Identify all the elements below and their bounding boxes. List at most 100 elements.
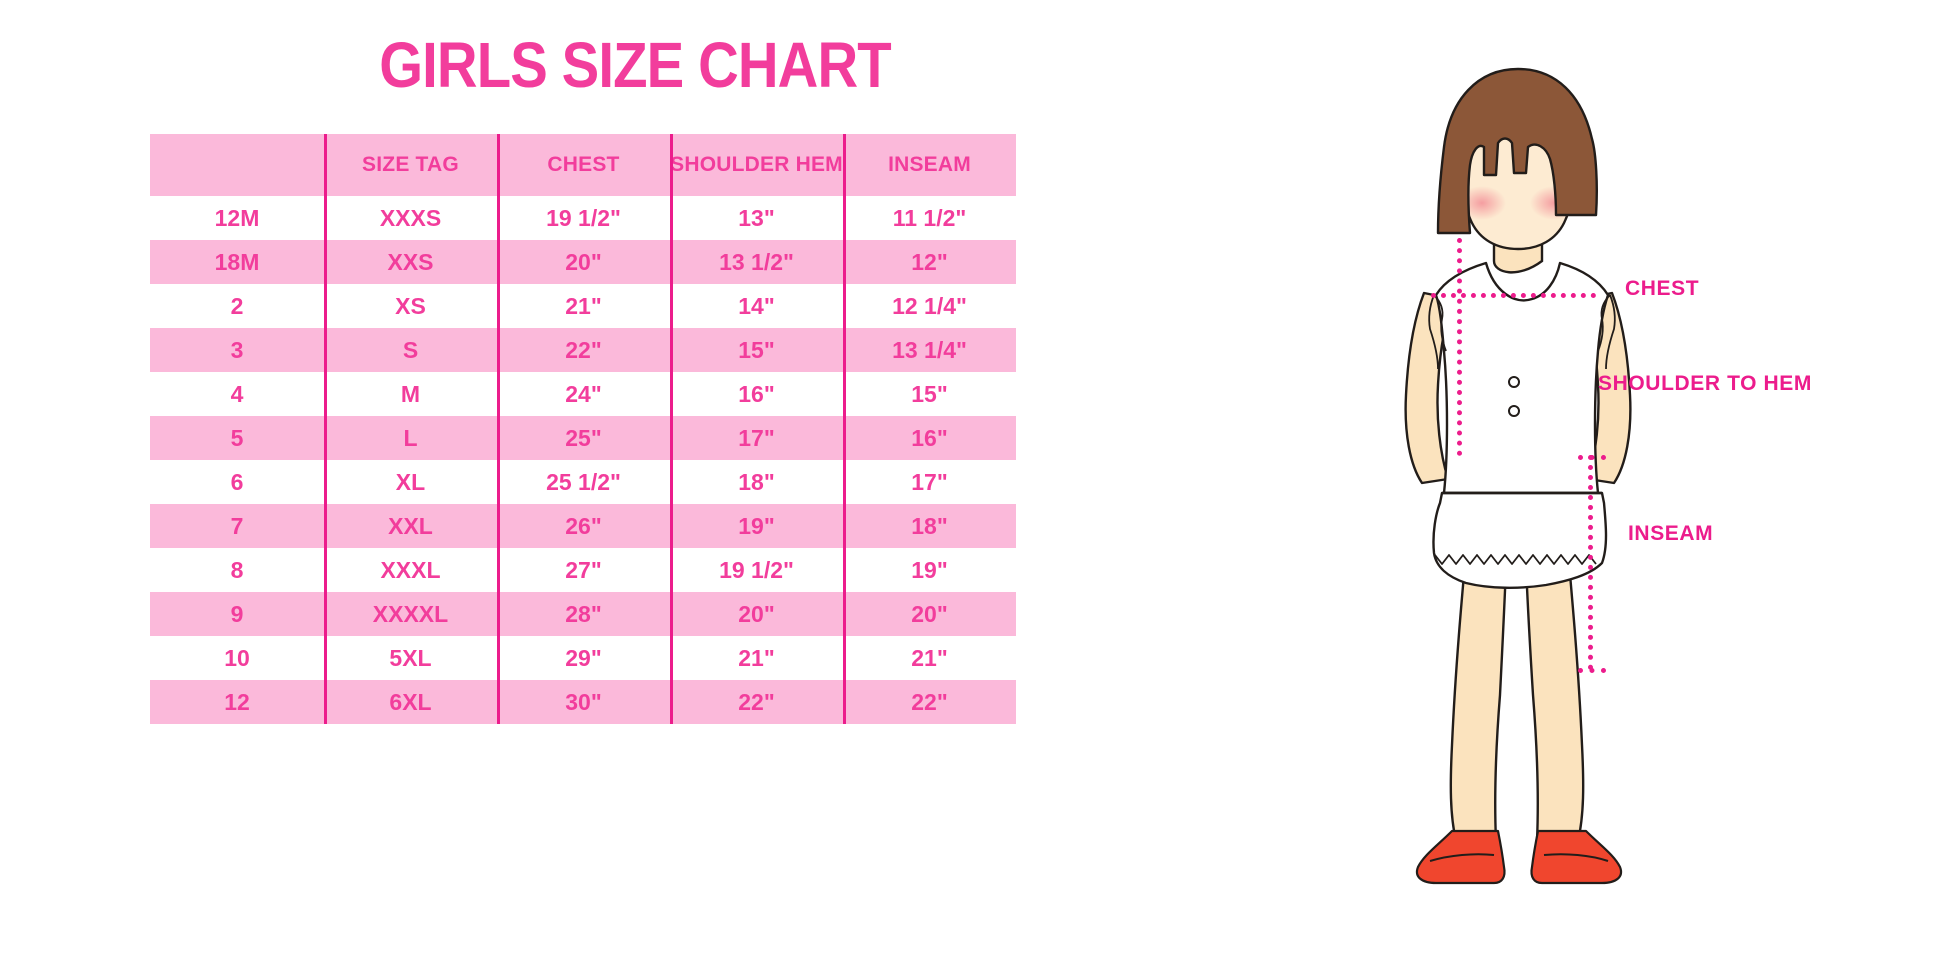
cell-size: 12M: [150, 196, 324, 240]
table-row: 4 M 24" 16" 15": [150, 372, 1016, 416]
cell-chest: 26": [497, 504, 670, 548]
measurement-label-inseam: INSEAM: [1628, 522, 1714, 545]
cell-inseam: 16": [843, 416, 1016, 460]
cell-shoulder-hem: 15": [670, 328, 843, 372]
cell-shoulder-hem: 22": [670, 680, 843, 724]
chest-guide-vertical: [1457, 238, 1462, 456]
cell-shoulder-hem: 19 1/2": [670, 548, 843, 592]
size-chart-table: SIZE TAG CHEST SHOULDER HEM INSEAM 12M X…: [150, 134, 1016, 724]
cell-chest: 27": [497, 548, 670, 592]
page-title: GIRLS SIZE CHART: [379, 29, 891, 101]
cell-chest: 30": [497, 680, 670, 724]
table-row: 6 XL 25 1/2" 18" 17": [150, 460, 1016, 504]
cell-size: 5: [150, 416, 324, 460]
table-row: 12 6XL 30" 22" 22": [150, 680, 1016, 724]
measurement-label-shoulder-to-hem: SHOULDER TO HEM: [1598, 372, 1812, 395]
cell-size: 8: [150, 548, 324, 592]
cell-size: 4: [150, 372, 324, 416]
cell-size-tag: S: [324, 328, 497, 372]
table-row: 2 XS 21" 14" 12 1/4": [150, 284, 1016, 328]
column-header-inseam: INSEAM: [843, 134, 1016, 196]
skirt: [1432, 491, 1608, 589]
cell-size: 9: [150, 592, 324, 636]
cell-chest: 25": [497, 416, 670, 460]
cell-inseam: 17": [843, 460, 1016, 504]
cell-inseam: 12 1/4": [843, 284, 1016, 328]
cell-size-tag: L: [324, 416, 497, 460]
cell-inseam: 15": [843, 372, 1016, 416]
cell-shoulder-hem: 21": [670, 636, 843, 680]
cell-shoulder-hem: 14": [670, 284, 843, 328]
cell-inseam: 19": [843, 548, 1016, 592]
table-row: 7 XXL 26" 19" 18": [150, 504, 1016, 548]
column-header-shoulder-hem: SHOULDER HEM: [670, 134, 843, 196]
cell-inseam: 22": [843, 680, 1016, 724]
table-row: 5 L 25" 17" 16": [150, 416, 1016, 460]
table-row: 12M XXXS 19 1/2" 13" 11 1/2": [150, 196, 1016, 240]
cell-size: 6: [150, 460, 324, 504]
cell-inseam: 12": [843, 240, 1016, 284]
cell-inseam: 11 1/2": [843, 196, 1016, 240]
cell-size: 18M: [150, 240, 324, 284]
cell-shoulder-hem: 20": [670, 592, 843, 636]
girl-illustration: [1390, 55, 1650, 885]
cell-shoulder-hem: 18": [670, 460, 843, 504]
chest-guide-horizontal: [1431, 293, 1596, 298]
table-body: 12M XXXS 19 1/2" 13" 11 1/2" 18M XXS 20"…: [150, 196, 1016, 724]
cell-size-tag: M: [324, 372, 497, 416]
table-row: 3 S 22" 15" 13 1/4": [150, 328, 1016, 372]
cell-size: 10: [150, 636, 324, 680]
button-icon: [1508, 376, 1520, 388]
table-header-row: SIZE TAG CHEST SHOULDER HEM INSEAM: [150, 134, 1016, 196]
cell-chest: 29": [497, 636, 670, 680]
cell-shoulder-hem: 19": [670, 504, 843, 548]
blouse: [1434, 261, 1610, 495]
cell-size-tag: 6XL: [324, 680, 497, 724]
cell-chest: 28": [497, 592, 670, 636]
column-divider: [497, 134, 500, 724]
table-row: 10 5XL 29" 21" 21": [150, 636, 1016, 680]
column-header-size-tag: SIZE TAG: [324, 134, 497, 196]
table-row: 8 XXXL 27" 19 1/2" 19": [150, 548, 1016, 592]
cell-chest: 22": [497, 328, 670, 372]
table-header: SIZE TAG CHEST SHOULDER HEM INSEAM: [150, 134, 1016, 196]
cell-shoulder-hem: 13": [670, 196, 843, 240]
cell-shoulder-hem: 16": [670, 372, 843, 416]
button-icon: [1508, 405, 1520, 417]
cell-size: 12: [150, 680, 324, 724]
cell-chest: 25 1/2": [497, 460, 670, 504]
cell-chest: 24": [497, 372, 670, 416]
column-divider: [843, 134, 846, 724]
cell-shoulder-hem: 17": [670, 416, 843, 460]
cell-chest: 21": [497, 284, 670, 328]
cell-size-tag: XXXL: [324, 548, 497, 592]
cell-size-tag: XL: [324, 460, 497, 504]
cell-size: 3: [150, 328, 324, 372]
column-divider: [324, 134, 327, 724]
cell-inseam: 18": [843, 504, 1016, 548]
inseam-guide-cap-top: [1578, 455, 1606, 460]
table-inner: SIZE TAG CHEST SHOULDER HEM INSEAM 12M X…: [150, 134, 1016, 724]
cell-inseam: 20": [843, 592, 1016, 636]
blush-left: [1458, 186, 1506, 220]
cell-size-tag: XXXXL: [324, 592, 497, 636]
cell-size-tag: XXS: [324, 240, 497, 284]
cell-chest: 19 1/2": [497, 196, 670, 240]
cell-size: 2: [150, 284, 324, 328]
cell-inseam: 21": [843, 636, 1016, 680]
cell-size-tag: XS: [324, 284, 497, 328]
cell-chest: 20": [497, 240, 670, 284]
shoes-group: [1415, 829, 1623, 885]
measurement-label-chest: CHEST: [1625, 277, 1700, 300]
inseam-guide-vertical: [1588, 455, 1593, 670]
inseam-guide-cap-bottom: [1578, 668, 1606, 673]
size-chart-table-container: SIZE TAG CHEST SHOULDER HEM INSEAM 12M X…: [150, 134, 1016, 724]
cell-inseam: 13 1/4": [843, 328, 1016, 372]
column-header-chest: CHEST: [497, 134, 670, 196]
column-header-size: [150, 134, 324, 196]
table-row: 18M XXS 20" 13 1/2" 12": [150, 240, 1016, 284]
cell-size: 7: [150, 504, 324, 548]
cell-shoulder-hem: 13 1/2": [670, 240, 843, 284]
column-divider: [670, 134, 673, 724]
